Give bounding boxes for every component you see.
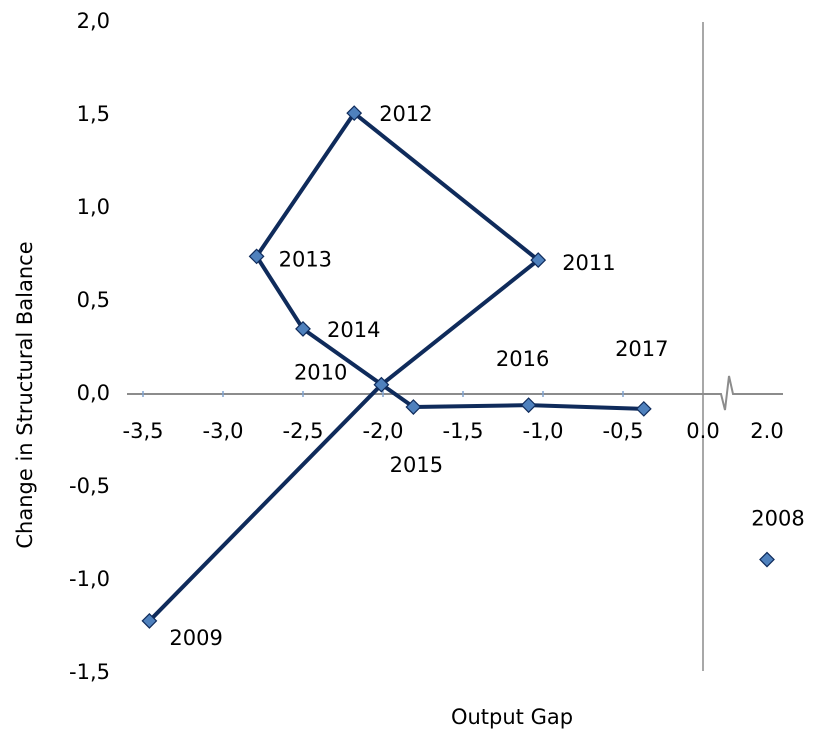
y-axis-title: Change in Structural Balance [13,241,37,548]
x-tick-label: -2,5 [283,419,324,443]
series-line [147,111,644,623]
y-tick-label: -0,5 [69,474,110,498]
point-label: 2015 [390,453,443,477]
y-tick-label: -1,0 [69,567,110,591]
x-axis [127,375,783,411]
y-tick-label: 2,0 [77,9,110,33]
point-marker [635,400,652,417]
point-marker [405,399,422,415]
y-tick-label: 1,0 [77,195,110,219]
x-tick-label: -0,5 [603,419,644,443]
x-tick-label: -1,5 [443,419,484,443]
point-label: 2013 [279,247,332,271]
point-marker [346,105,363,122]
x-tick-label: -3,0 [203,419,244,443]
y-tick-label: -1,5 [69,660,110,684]
x-tick-label: 2.0 [750,419,783,443]
point-marker [759,551,775,568]
point-label: 2009 [169,626,222,650]
x-tick-label: -1,0 [523,419,564,443]
y-tick-label: 0,5 [77,288,110,312]
point-label: 2016 [496,347,549,371]
x-axis-title: Output Gap [451,705,573,729]
point-marker [141,613,158,629]
point-label: 2010 [294,361,347,385]
point-marker [530,252,547,268]
y-tick-label: 1,5 [77,102,110,126]
point-label: 2011 [562,251,615,275]
x-tick-label: 0.0 [686,419,719,443]
point-marker [295,320,311,337]
point-label: 2017 [615,337,668,361]
point-label: 2012 [379,102,432,126]
point-label: 2008 [751,507,804,531]
point-label: 2014 [327,318,380,342]
y-tick-label: 0,0 [77,381,110,405]
x-tick-label: -3,5 [123,419,164,443]
point-marker [373,376,390,393]
point-marker [248,248,265,265]
point-marker [520,397,537,414]
x-tick-label: -2,0 [363,419,404,443]
